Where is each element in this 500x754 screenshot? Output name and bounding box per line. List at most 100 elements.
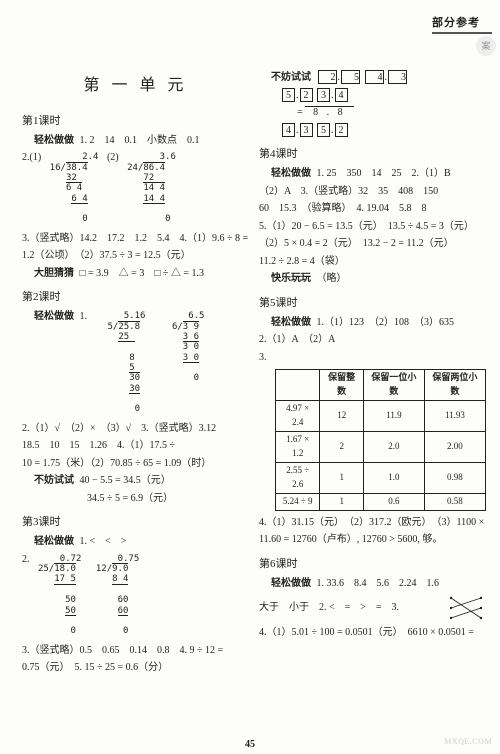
right-column: 不妨试试 2.5 4.3 5.2 3.4 = 8 . 8 4.3 5.2 第4课…: [259, 70, 486, 678]
l5-row1: 轻松做做 1.（1）123 （2）108 （3）635: [259, 315, 486, 331]
long-division-1: 2.4 16/38.4 32 6 4 6 4 0: [50, 152, 99, 224]
table-row: 1.67 × 1.2 2 2.0 2.00: [276, 431, 486, 462]
watermark: MXQE.COM: [444, 737, 492, 746]
happy-lead: 快乐玩玩: [271, 273, 311, 284]
dadan-text: □ = 3.9 △ = 3 □ ÷ △ = 1.3: [80, 268, 205, 279]
long-division-6: 0.75 12/9.0 8 4 60 60 0: [96, 554, 139, 637]
l6-q2a: 大于 小于 2. < = > = 3.: [259, 600, 399, 616]
l2-bufang2: 34.5 ÷ 5 = 6.9（元）: [22, 491, 249, 507]
box-r1-5: 3: [388, 70, 407, 84]
td: 2.55 ÷ 2.6: [276, 462, 320, 493]
qingsong-lead-2: 轻松做做: [34, 311, 74, 322]
l3-q1-text: 1. < < >: [80, 536, 127, 547]
table-row: 5.24 ÷ 9 1 0.6 0.58: [276, 493, 486, 510]
l4-happy-text: （略）: [317, 273, 347, 284]
l5-q4a: 4.（1）31.15（元） （2）317.2（欧元） （3）1100 ×: [259, 515, 486, 531]
l6-q4: 4.（1）5.01 ÷ 100 = 0.0501（元） 6610 × 0.050…: [259, 625, 486, 641]
l6-q2: 大于 小于 2. < = > = 3.: [259, 593, 486, 623]
td: 1: [320, 462, 364, 493]
box-r4-dot1: .: [296, 125, 299, 136]
box-r3: 8 . 8: [305, 106, 354, 118]
qingsong-lead: 轻松做做: [34, 135, 74, 146]
l2-bufang-text: 40 − 5.5 = 34.5（元）: [80, 475, 171, 486]
l4-q5: （2）5 × 0.4 = 2（元） 13.2 − 2 = 11.2（元）: [259, 236, 486, 252]
td: 12: [320, 400, 364, 431]
td: 11.9: [363, 400, 424, 431]
ld3-r4: 30: [129, 372, 140, 383]
box-r2-2: 2: [300, 88, 313, 102]
ld5-dd: 18.0: [54, 563, 76, 574]
td: 4.97 × 2.4: [276, 400, 320, 431]
ld2-q: 3.6: [160, 152, 176, 162]
ld2-r2: 14 4: [143, 182, 165, 193]
r-box-eq: = 8 . 8: [259, 105, 486, 121]
lesson-3-title: 第3课时: [22, 514, 249, 531]
td: 2: [320, 431, 364, 462]
box-r2-dot2: .: [331, 90, 334, 101]
ld3-dv: 5: [108, 322, 113, 332]
l2-pre: 1.: [80, 311, 88, 322]
box-r2-dot1: .: [296, 90, 299, 101]
l6-q1: 1. 33.6 8.4 5.6 2.24 1.6: [317, 578, 440, 589]
ld3-dd: 25.8: [118, 321, 140, 332]
l1-item3a: 3.（竖式略）14.2 17.2 1.2 5.4 4.（1）9.6 ÷ 8 =: [22, 231, 249, 247]
l3-2-label: 2.: [22, 554, 30, 565]
bufang-lead-2: 不妨试试: [34, 475, 74, 486]
page-number: 45: [245, 739, 255, 750]
td: 1.67 × 1.2: [276, 431, 320, 462]
l4-row1: 轻松做做 1. 25 350 14 25 2.（1）B: [259, 166, 486, 182]
ld6-dd: 9.0: [112, 563, 128, 574]
l4-q3: 60 15.3 （验算略） 4. 19.04 5.8 8: [259, 201, 486, 217]
box-r4-dot2: .: [331, 125, 334, 136]
l1-2-1-label: 2.(1): [22, 152, 41, 163]
l2-item2c: 10 = 1.75（米）（2）70.85 ÷ 65 = 1.09（时）: [22, 456, 249, 472]
ld4-dv: 6: [172, 322, 177, 332]
l2-item2a: 2.（1）√ （2）× （3）√ 3.（竖式略）3.12: [22, 421, 249, 437]
l4-q4: 5.（1）20 − 6.5 = 13.5（元） 13.5 ÷ 4.5 = 3（元…: [259, 219, 486, 235]
lesson-2-title: 第2课时: [22, 289, 249, 306]
unit-title: 第 一 单 元: [22, 74, 249, 99]
box-r1-dot1: .: [338, 72, 341, 83]
ld5-r1: 17 5: [54, 574, 76, 584]
l5-q2: 2.（1）A （2）A: [259, 332, 486, 348]
ld1-dv: 16: [50, 163, 61, 173]
qingsong-lead-4: 轻松做做: [271, 168, 311, 179]
long-division-3: 5.16 5/25.8 25 8 5 30 30 0: [96, 311, 146, 414]
box-r1-3: 4: [365, 70, 384, 84]
qingsong-lead-3: 轻松做做: [34, 536, 74, 547]
ld3-q: 5.16: [124, 311, 146, 321]
bufang-lead-r: 不妨试试: [271, 72, 311, 83]
matching-lines-icon: [446, 593, 486, 623]
td: 0.98: [424, 462, 485, 493]
table-header-row: 保留整数 保留一位小数 保留两位小数: [276, 370, 486, 401]
r-box-row4: 4.3 5.2: [259, 123, 486, 139]
td: 1.0: [363, 462, 424, 493]
ld2-r4: 0: [165, 214, 170, 224]
th-1: 保留整数: [320, 370, 364, 401]
table-row: 4.97 × 2.4 12 11.9 11.93: [276, 400, 486, 431]
qingsong-lead-6: 轻松做做: [271, 578, 311, 589]
l1-qingsong-text: 1. 2 14 0.1 小数点 0.1: [80, 135, 200, 146]
td: 1: [320, 493, 364, 510]
l3-q1: 轻松做做 1. < < >: [22, 534, 249, 550]
ld2-dd: 86.4: [143, 162, 165, 173]
qingsong-lead-5: 轻松做做: [271, 317, 311, 328]
ld6-r2: 60: [118, 595, 129, 605]
l4-q2: （2）A 3.（竖式略）32 35 408 150: [259, 184, 486, 200]
box-r1-dot2: .: [385, 72, 388, 83]
r-box-row2: 5.2 3.4: [259, 88, 486, 104]
ld5-r4: 0: [71, 626, 76, 636]
r-bufang-row: 不妨试试 2.5 4.3: [259, 70, 486, 86]
l1-2-2-label: (2): [107, 152, 119, 163]
td: 2.00: [424, 431, 485, 462]
l5-table-label: 3.: [259, 350, 486, 366]
long-division-4: 6.5 6/3 9 3 6 3 0 3 0 0: [160, 311, 205, 383]
ld1-q: 2.4: [82, 152, 98, 162]
rounding-table: 保留整数 保留一位小数 保留两位小数 4.97 × 2.4 12 11.9 11…: [275, 369, 486, 510]
ld3-r2: 8: [129, 353, 134, 363]
l4-q6: 11.2 ÷ 2.8 = 4（袋）: [259, 254, 486, 270]
ld5-r2: 50: [65, 595, 76, 605]
box-r2-5: 4: [335, 88, 348, 102]
box-r4-2: 3: [300, 123, 313, 137]
l4-happy: 快乐玩玩 （略）: [259, 271, 486, 287]
